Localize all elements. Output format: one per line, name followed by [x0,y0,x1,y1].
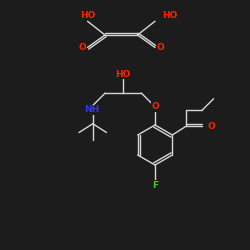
Text: O: O [207,122,215,131]
Text: HO: HO [162,10,178,20]
Text: NH: NH [84,106,99,114]
Text: F: F [152,180,158,190]
Text: O: O [78,43,86,52]
Text: O: O [156,43,164,52]
Text: HO: HO [80,10,95,20]
Text: HO: HO [116,70,131,79]
Text: O: O [151,102,159,111]
